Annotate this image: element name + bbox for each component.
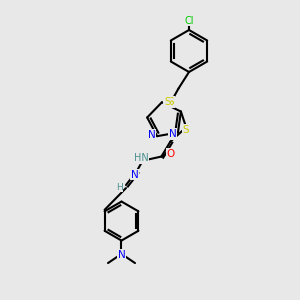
Text: O: O — [167, 148, 175, 158]
Text: N: N — [130, 169, 138, 179]
Text: N: N — [118, 250, 125, 260]
Text: N: N — [169, 129, 176, 139]
Text: S: S — [164, 97, 171, 107]
Text: N: N — [148, 130, 156, 140]
Text: S: S — [182, 124, 189, 134]
Text: S: S — [168, 97, 174, 107]
Text: Cl: Cl — [184, 16, 194, 26]
Text: H: H — [116, 183, 123, 192]
Text: HN: HN — [134, 153, 149, 163]
